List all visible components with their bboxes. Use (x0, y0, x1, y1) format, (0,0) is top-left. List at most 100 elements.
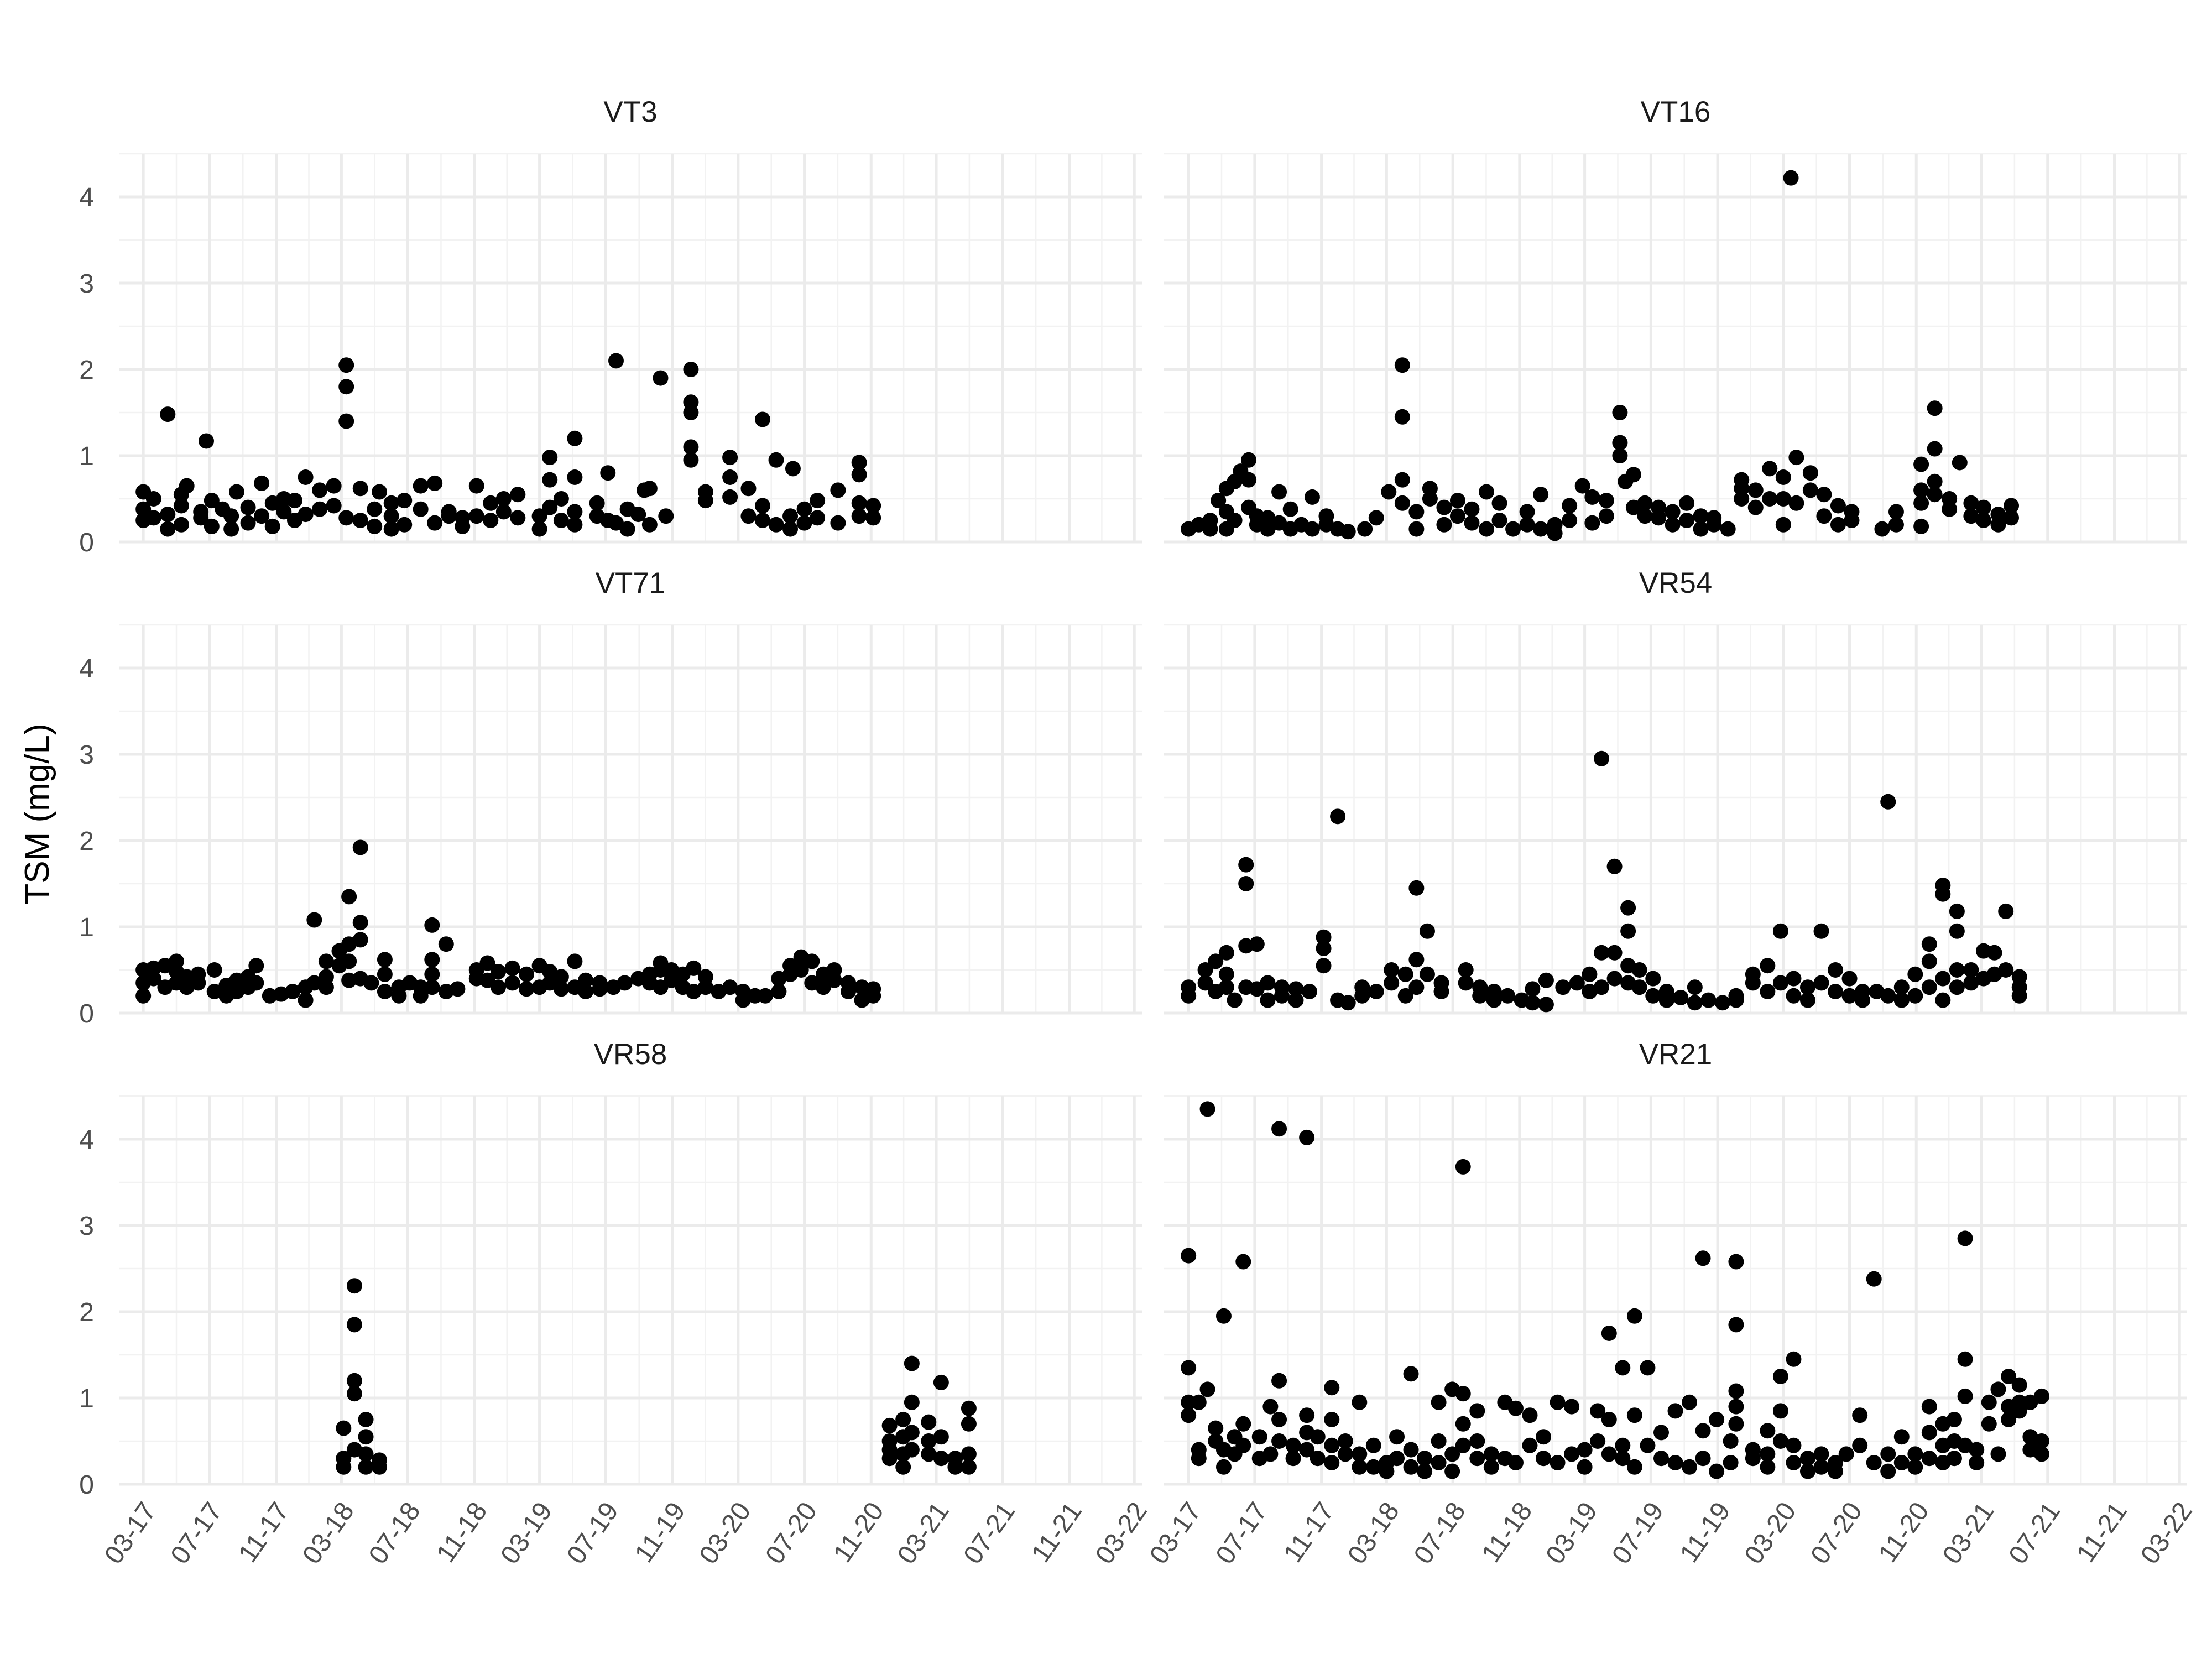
data-point (1299, 1407, 1315, 1423)
data-point (921, 1414, 937, 1430)
data-point (427, 475, 443, 491)
data-point (1682, 1459, 1698, 1475)
data-point (1775, 469, 1791, 485)
data-point (1218, 979, 1234, 995)
data-point (1271, 1433, 1287, 1449)
data-point (1990, 507, 2006, 523)
data-point (589, 495, 605, 511)
data-point (1444, 1463, 1460, 1479)
data-point (653, 370, 669, 386)
data-point (2001, 1369, 2017, 1384)
data-point (865, 510, 881, 526)
data-point (248, 975, 264, 991)
data-point (204, 493, 220, 509)
x-tick-label: 11-20 (1873, 1497, 1935, 1568)
data-point (1772, 1403, 1788, 1419)
data-point (961, 1459, 977, 1475)
data-point (1594, 750, 1610, 766)
data-point (413, 501, 429, 517)
data-point (895, 1412, 911, 1427)
data-point (881, 1417, 898, 1433)
data-point (933, 1374, 949, 1390)
data-point (491, 964, 507, 980)
data-point (1631, 979, 1647, 995)
data-point (1419, 923, 1435, 939)
data-point (830, 482, 846, 498)
data-point (413, 979, 429, 995)
data-point (1564, 1446, 1580, 1462)
data-point (1828, 984, 1844, 999)
data-point (1547, 517, 1563, 533)
data-point (1637, 495, 1653, 511)
data-point (2004, 510, 2020, 526)
data-point (1538, 972, 1554, 988)
data-point (1981, 1416, 1997, 1432)
data-point (1340, 995, 1356, 1011)
data-point (318, 969, 334, 985)
data-point (1282, 501, 1298, 517)
data-point (1745, 966, 1761, 982)
data-point (1594, 945, 1610, 961)
data-point (686, 960, 702, 976)
data-point (424, 966, 440, 982)
data-point (285, 984, 301, 999)
data-point (427, 515, 443, 531)
data-point (1762, 461, 1778, 477)
data-point (1455, 1416, 1471, 1432)
data-point (1352, 1394, 1368, 1410)
data-point (782, 508, 799, 524)
data-point (1469, 1403, 1485, 1419)
x-tick-label: 07-18 (1408, 1497, 1472, 1569)
data-point (1271, 1373, 1287, 1389)
data-point (683, 394, 699, 410)
data-point (1990, 1381, 2006, 1397)
data-point (1397, 988, 1413, 1004)
data-point (2011, 1394, 2027, 1410)
data-point (542, 450, 558, 466)
data-point (1760, 958, 1776, 974)
data-point (793, 962, 809, 978)
data-point (352, 481, 368, 497)
data-point (1449, 508, 1465, 524)
data-point (1682, 1394, 1698, 1410)
data-point (1828, 1455, 1844, 1470)
data-point (1728, 1254, 1744, 1270)
data-point (1431, 1455, 1447, 1470)
data-point (1907, 966, 1923, 982)
data-point (358, 1429, 374, 1445)
data-point (1525, 981, 1541, 997)
data-point (641, 517, 658, 533)
data-point (1969, 1442, 1985, 1458)
data-point (1584, 489, 1600, 505)
data-point (757, 988, 773, 1004)
data-point (1590, 1403, 1606, 1419)
x-tick-label: 11-19 (1674, 1497, 1736, 1568)
y-tick-label: 1 (79, 1384, 94, 1413)
data-point (1855, 984, 1871, 999)
panel-title: VT16 (1641, 96, 1711, 128)
data-point (338, 510, 354, 526)
data-point (228, 484, 244, 500)
data-point (1368, 510, 1384, 526)
data-point (1880, 1463, 1896, 1479)
data-point (372, 484, 388, 500)
data-point (1536, 1451, 1552, 1467)
data-point (352, 932, 368, 948)
data-point (810, 493, 826, 509)
data-point (1483, 1459, 1499, 1475)
data-point (1522, 1437, 1538, 1453)
data-point (1181, 1360, 1197, 1376)
data-point (193, 504, 209, 520)
data-point (1893, 1429, 1910, 1445)
data-point (1582, 966, 1598, 982)
data-point (1762, 491, 1778, 507)
data-point (306, 912, 322, 928)
data-point (1500, 988, 1516, 1004)
data-point (1606, 945, 1623, 961)
data-point (921, 1446, 937, 1462)
data-point (1408, 504, 1425, 520)
data-point (383, 521, 399, 537)
data-point (1533, 487, 1549, 503)
data-point (298, 507, 314, 523)
